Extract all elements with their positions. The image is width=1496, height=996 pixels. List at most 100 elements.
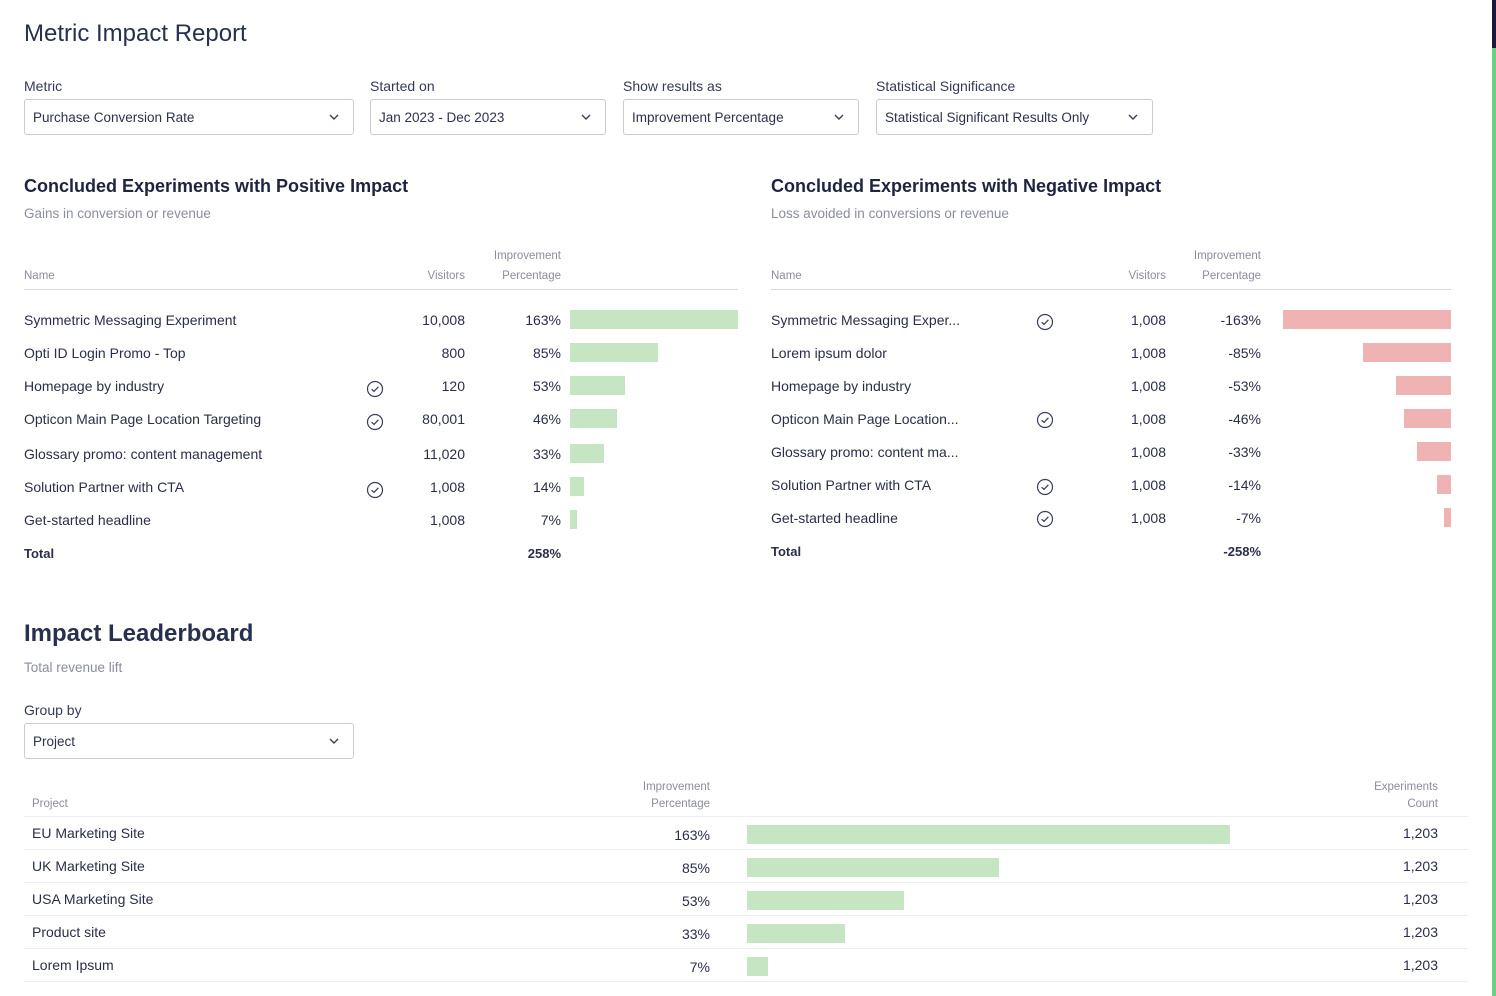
experiment-name[interactable]: Homepage by industry <box>771 378 912 394</box>
experiment-name[interactable]: Opticon Main Page Location... <box>771 411 959 427</box>
improvement-value: 33% <box>532 446 561 462</box>
filter-started-on: Started on Jan 2023 - Dec 2023 <box>370 76 606 135</box>
impact-bar <box>1404 409 1451 428</box>
date-range-select[interactable]: Jan 2023 - Dec 2023 <box>370 99 606 135</box>
impact-bar <box>1396 376 1451 395</box>
filter-label: Statistical Significance <box>876 78 1016 94</box>
improvement-value: 7% <box>689 959 710 975</box>
filter-group-by: Group by Project <box>24 700 354 759</box>
col-improvement-sub: Percentage <box>502 270 561 282</box>
negative-section-subtitle: Loss avoided in conversions or revenue <box>771 206 1009 221</box>
check-circle-icon <box>366 413 384 431</box>
metric-select[interactable]: Purchase Conversion Rate <box>24 99 354 135</box>
visitors-value: 1,008 <box>1130 477 1166 493</box>
experiment-name[interactable]: Opticon Main Page Location Targeting <box>24 411 262 427</box>
col-improvement: Improvement <box>1193 250 1261 262</box>
check-circle-icon <box>366 481 384 499</box>
col-experiments-sub: Count <box>1407 798 1438 810</box>
experiment-name[interactable]: Get-started headline <box>771 510 898 526</box>
select-value: Purchase Conversion Rate <box>33 109 195 125</box>
table-header-divider <box>24 289 738 290</box>
visitors-value: 1,008 <box>1130 411 1166 427</box>
experiments-count: 1,203 <box>1402 957 1438 973</box>
positive-section-subtitle: Gains in conversion or revenue <box>24 206 211 221</box>
project-name[interactable]: Lorem Ipsum <box>32 957 114 973</box>
improvement-value: -14% <box>1228 477 1261 493</box>
results-format-select[interactable]: Improvement Percentage <box>623 99 859 135</box>
page-title: Metric Impact Report <box>24 20 247 47</box>
improvement-value: -53% <box>1228 378 1261 394</box>
improvement-value: 85% <box>681 860 710 876</box>
check-circle-icon <box>1036 478 1054 496</box>
row-divider <box>24 981 1468 982</box>
project-name[interactable]: EU Marketing Site <box>32 825 145 841</box>
experiments-count: 1,203 <box>1402 924 1438 940</box>
check-circle-icon <box>1036 313 1054 331</box>
improvement-value: 163% <box>674 827 710 843</box>
experiment-name[interactable]: Solution Partner with CTA <box>24 479 185 495</box>
row-divider <box>24 915 1468 916</box>
visitors-value: 1,008 <box>1130 345 1166 361</box>
window-edge-dark <box>1492 0 1496 48</box>
impact-bar <box>747 957 768 976</box>
experiment-name[interactable]: Symmetric Messaging Exper... <box>771 312 961 328</box>
impact-bar <box>570 510 577 529</box>
impact-bar <box>747 891 904 910</box>
visitors-value: 80,001 <box>422 411 465 427</box>
project-name[interactable]: Product site <box>32 924 106 940</box>
project-name[interactable]: UK Marketing Site <box>32 858 145 874</box>
check-circle-icon <box>1036 411 1054 429</box>
experiment-name[interactable]: Opti ID Login Promo - Top <box>24 345 186 361</box>
table-header-divider <box>771 289 1451 290</box>
row-divider <box>24 948 1468 949</box>
total-label: Total <box>771 544 802 559</box>
col-experiments: Experiments <box>1374 781 1438 793</box>
improvement-value: 7% <box>540 512 561 528</box>
filter-label: Show results as <box>623 78 722 94</box>
col-project: Project <box>32 798 68 810</box>
check-circle-icon <box>366 380 384 398</box>
experiment-name[interactable]: Homepage by industry <box>24 378 165 394</box>
improvement-value: 53% <box>532 378 561 394</box>
impact-bar <box>1283 310 1451 329</box>
impact-bar <box>1444 508 1451 527</box>
visitors-value: 11,020 <box>423 446 465 462</box>
significance-select[interactable]: Statistical Significant Results Only <box>876 99 1153 135</box>
col-improvement: Improvement <box>642 781 710 793</box>
col-name: Name <box>771 270 802 282</box>
filter-metric: Metric Purchase Conversion Rate <box>24 76 354 135</box>
group-by-select[interactable]: Project <box>24 723 354 759</box>
check-circle-icon <box>1036 510 1054 528</box>
impact-bar <box>570 409 617 428</box>
impact-bar <box>570 477 584 496</box>
row-divider <box>24 816 1468 817</box>
total-value: -258% <box>1223 544 1261 559</box>
impact-bar <box>1437 475 1451 494</box>
improvement-value: 163% <box>525 312 561 328</box>
experiment-name[interactable]: Get-started headline <box>24 512 151 528</box>
select-value: Project <box>33 733 76 749</box>
select-value: Statistical Significant Results Only <box>885 109 1090 125</box>
row-divider <box>24 882 1468 883</box>
experiment-name[interactable]: Symmetric Messaging Experiment <box>24 312 237 328</box>
impact-bar <box>747 858 999 877</box>
impact-bar <box>570 376 625 395</box>
visitors-value: 1,008 <box>429 479 465 495</box>
experiment-name[interactable]: Lorem ipsum dolor <box>771 345 887 361</box>
select-value: Improvement Percentage <box>632 109 784 125</box>
negative-section-title: Concluded Experiments with Negative Impa… <box>771 176 1162 196</box>
impact-bar <box>747 825 1230 844</box>
filter-show-results: Show results as Improvement Percentage <box>623 76 859 135</box>
total-value: 258% <box>527 546 561 561</box>
visitors-value: 800 <box>441 345 465 361</box>
impact-bar <box>570 444 604 463</box>
project-name[interactable]: USA Marketing Site <box>32 891 154 907</box>
experiment-name[interactable]: Glossary promo: content ma... <box>771 444 959 460</box>
leaderboard-subtitle: Total revenue lift <box>24 660 123 675</box>
col-name: Name <box>24 270 55 282</box>
select-value: Jan 2023 - Dec 2023 <box>379 109 505 125</box>
improvement-value: 33% <box>681 926 710 942</box>
experiment-name[interactable]: Solution Partner with CTA <box>771 477 932 493</box>
chevron-down-icon <box>1126 110 1140 124</box>
experiment-name[interactable]: Glossary promo: content management <box>24 446 263 462</box>
